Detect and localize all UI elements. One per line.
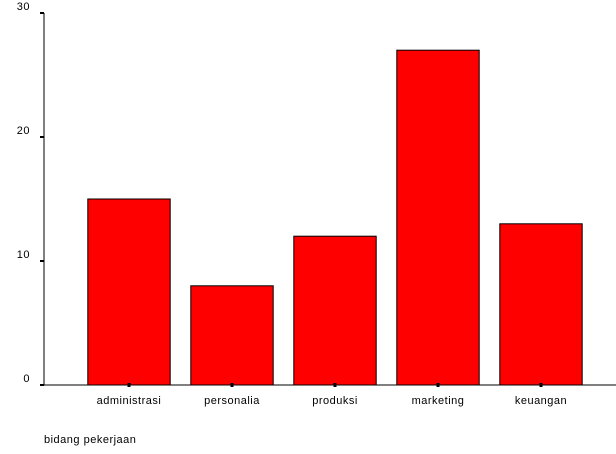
bar	[190, 285, 274, 386]
bar	[87, 198, 171, 386]
y-tick-label: 20	[17, 125, 30, 137]
x-tick-label: produksi	[312, 395, 358, 407]
x-axis-label: bidang pekerjaan	[44, 434, 136, 446]
bar	[293, 235, 377, 386]
x-tick-label: keuangan	[515, 395, 567, 407]
y-tick-label: 30	[17, 1, 30, 13]
x-tick-label: administrasi	[97, 395, 162, 407]
x-tick-label: marketing	[412, 395, 465, 407]
y-tick-label: 0	[23, 373, 30, 385]
x-tick-label: personalia	[204, 395, 260, 407]
bar	[396, 49, 480, 386]
bar	[499, 223, 583, 386]
y-tick-label: 10	[17, 249, 30, 261]
